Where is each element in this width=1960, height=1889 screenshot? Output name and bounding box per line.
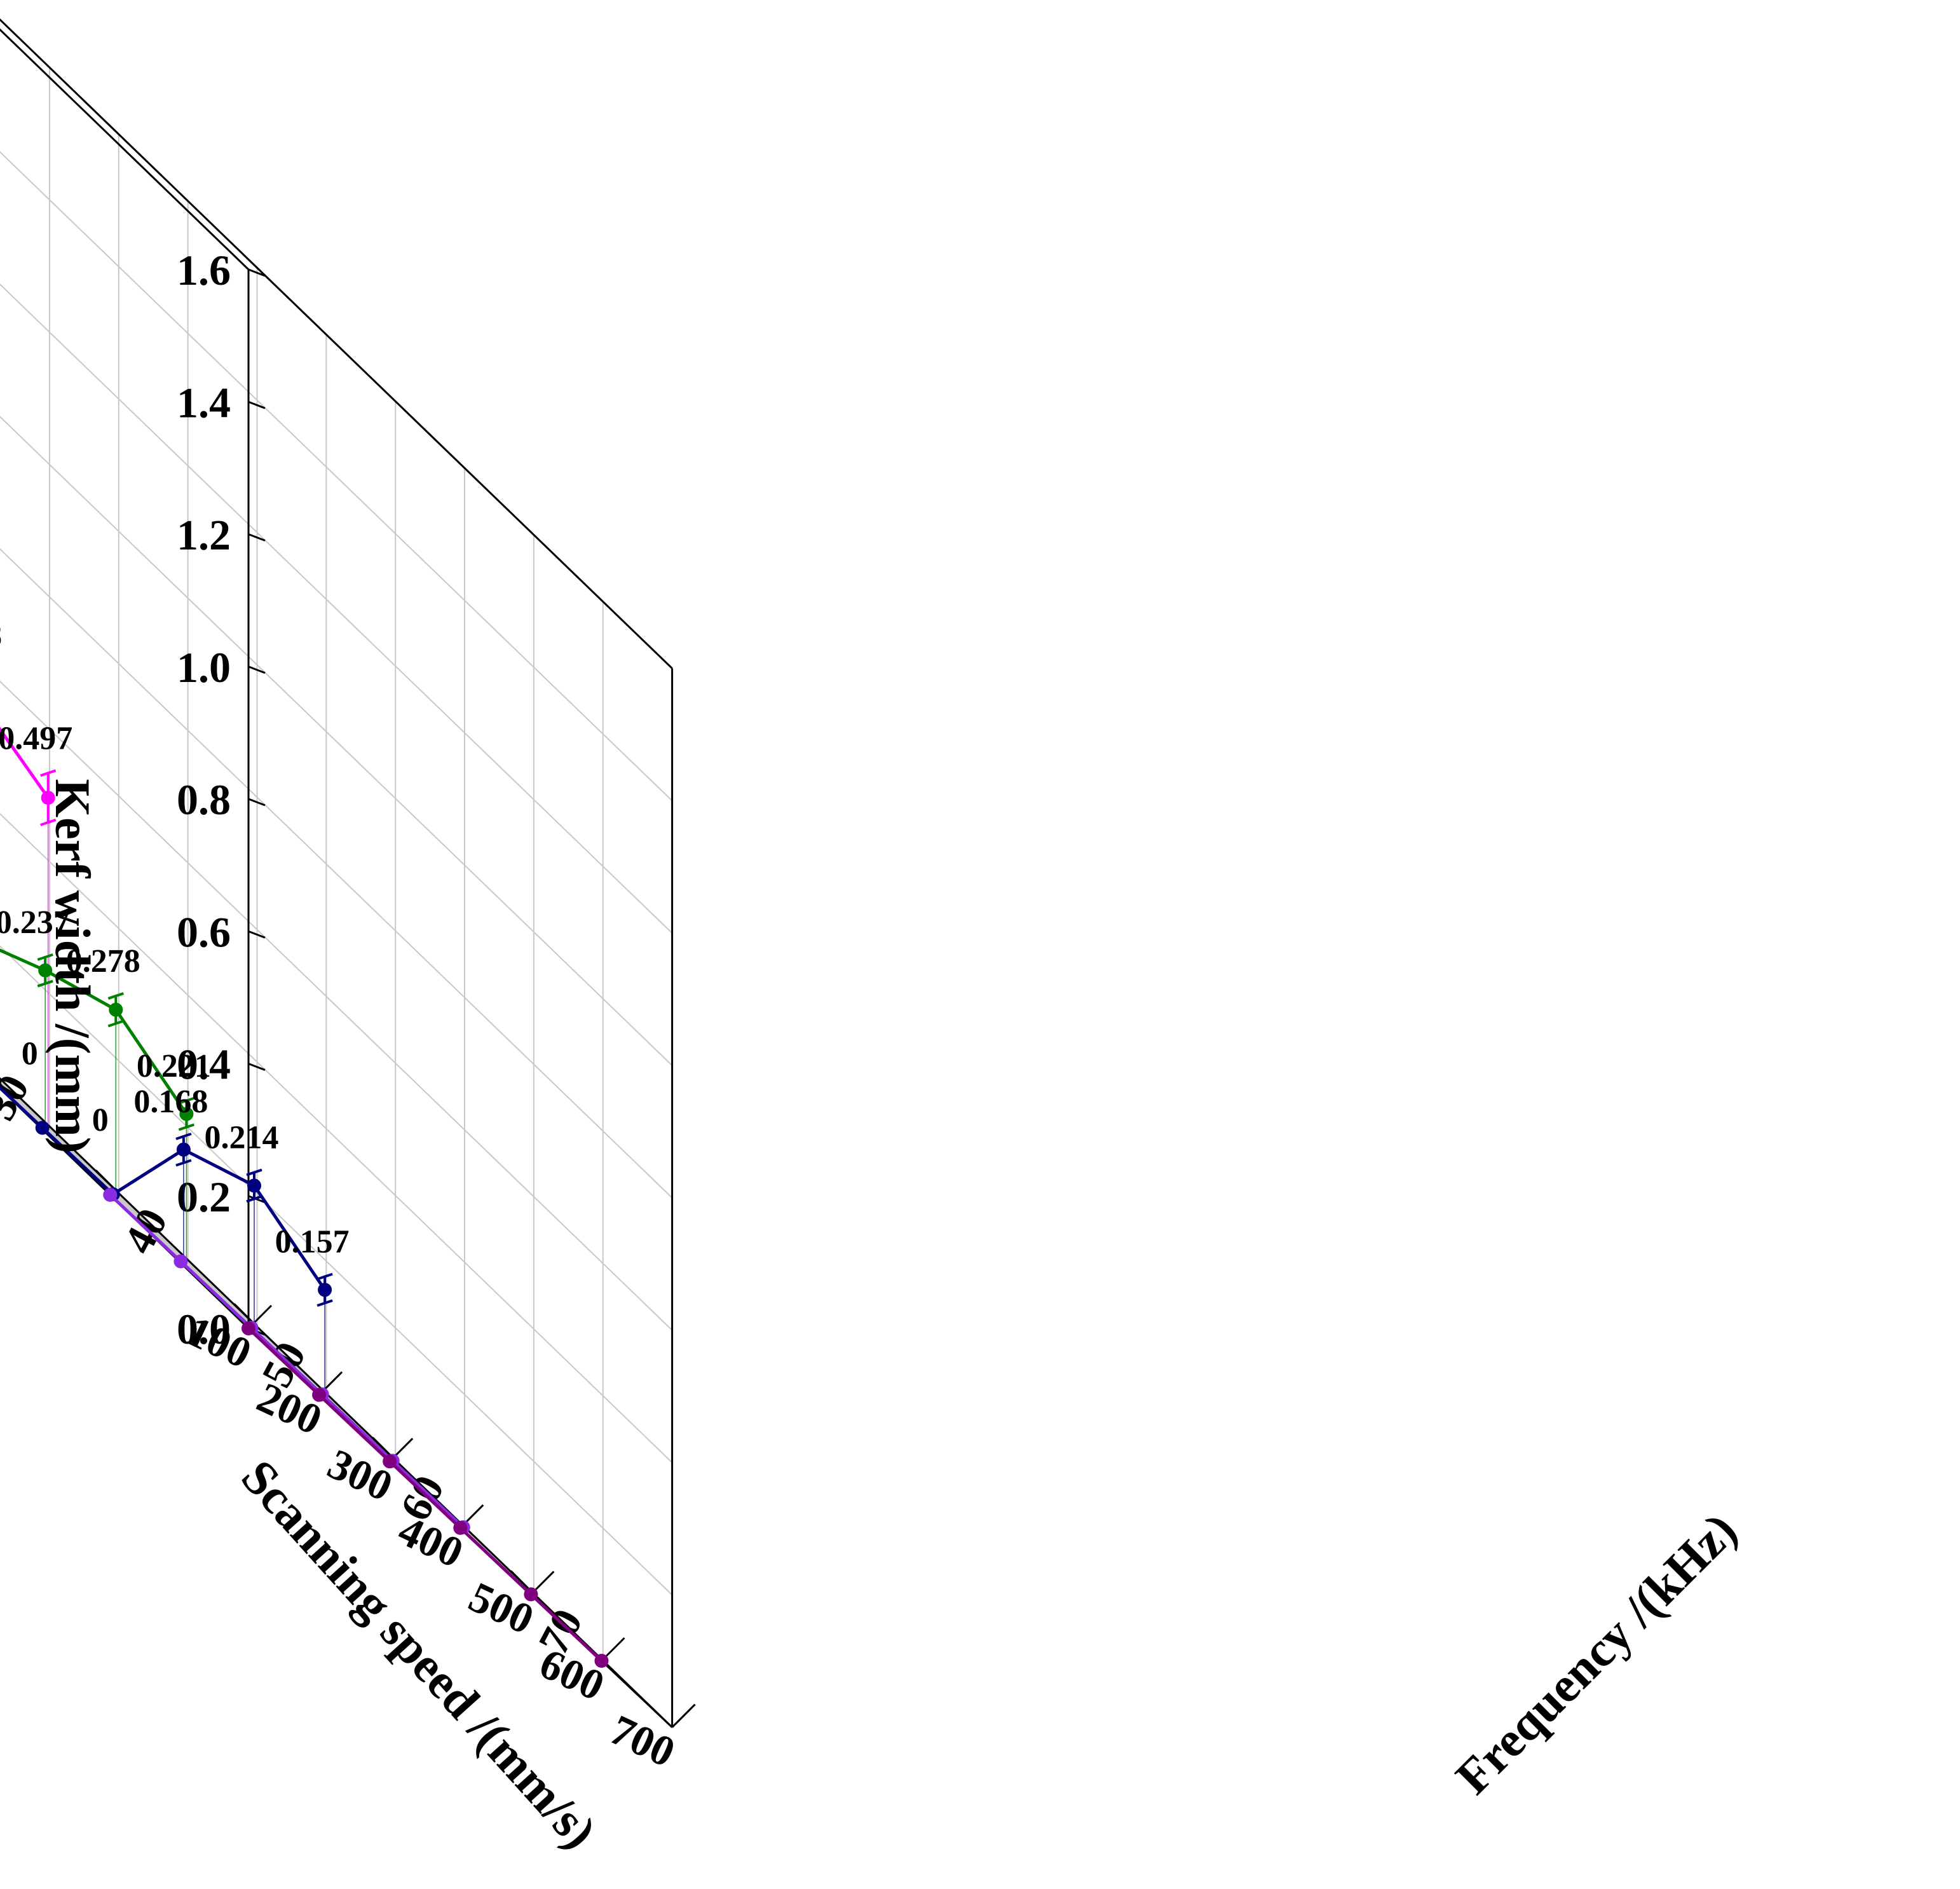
series-line bbox=[0, 1086, 327, 1291]
data-point bbox=[247, 1178, 261, 1193]
speed-tick-label: 300 bbox=[321, 1439, 400, 1510]
data-point bbox=[318, 1283, 332, 1297]
error-cap bbox=[107, 1020, 124, 1028]
error-cap bbox=[107, 992, 124, 1000]
error-cap bbox=[246, 1195, 262, 1203]
data-point bbox=[176, 1142, 191, 1157]
z-tick-label: 0.6 bbox=[177, 908, 231, 956]
z-tick-label: 0.2 bbox=[177, 1173, 231, 1221]
data-point bbox=[174, 1254, 188, 1269]
speed-tick-label: 700 bbox=[603, 1705, 683, 1776]
value-label: 0.497 bbox=[0, 720, 72, 756]
series-line bbox=[247, 1327, 603, 1662]
data-point bbox=[524, 1587, 538, 1602]
value-label: 0.168 bbox=[133, 1084, 208, 1120]
error-cap bbox=[316, 1272, 333, 1281]
grid-line bbox=[0, 680, 673, 1331]
data-point bbox=[453, 1520, 468, 1535]
z-tick-mark bbox=[248, 930, 266, 939]
grid-line bbox=[0, 18, 673, 669]
z-tick-mark bbox=[248, 400, 266, 409]
grid-line bbox=[0, 813, 673, 1463]
value-label: 0.214 bbox=[205, 1120, 279, 1156]
error-cap bbox=[175, 1132, 192, 1140]
z-tick-label: 0.0 bbox=[177, 1305, 231, 1353]
value-label: 0.237 bbox=[0, 904, 70, 941]
grid-line bbox=[0, 548, 673, 1199]
z-tick-mark bbox=[248, 268, 266, 277]
frame-edge bbox=[0, 28, 250, 271]
value-label: 0.548 bbox=[0, 618, 2, 654]
data-point bbox=[103, 1187, 118, 1202]
data-point bbox=[312, 1388, 327, 1402]
data-point bbox=[383, 1454, 397, 1469]
z-tick-label: 1.6 bbox=[177, 246, 231, 294]
data-point bbox=[41, 791, 55, 805]
grid-line bbox=[0, 151, 673, 801]
frequency-tick-label: 60 bbox=[390, 1468, 453, 1529]
data-point bbox=[38, 963, 53, 978]
z-tick-mark bbox=[248, 798, 266, 807]
error-cap bbox=[40, 819, 57, 826]
series-line bbox=[0, 948, 188, 1115]
z-tick-label: 0.4 bbox=[177, 1040, 231, 1089]
drop-lines bbox=[44, 798, 325, 1394]
data-point bbox=[179, 1107, 194, 1121]
z-axis-title: Kerf width /(mm) bbox=[45, 779, 100, 1153]
error-cap bbox=[175, 1159, 192, 1167]
series-line bbox=[109, 1194, 465, 1529]
error-cap bbox=[40, 769, 57, 777]
z-tick-mark bbox=[248, 1063, 266, 1071]
z-tick-mark bbox=[248, 533, 266, 542]
grid-line bbox=[0, 283, 673, 934]
frame-edge bbox=[0, 18, 673, 669]
value-labels: 0.8210.8750.9471.1761.2781.1970.7410.796… bbox=[0, 618, 350, 1260]
error-cap bbox=[178, 1096, 195, 1105]
error-cap bbox=[178, 1123, 195, 1131]
frequency-tick-label: 50 bbox=[252, 1334, 315, 1395]
error-cap bbox=[37, 953, 53, 961]
z-tick-label: 1.2 bbox=[177, 511, 231, 559]
data-point bbox=[594, 1654, 609, 1668]
error-cap bbox=[37, 979, 53, 988]
value-label: 0.221 bbox=[137, 1048, 211, 1084]
data-point bbox=[35, 1121, 50, 1135]
grid-line bbox=[0, 416, 673, 1067]
value-label: 0 bbox=[92, 1102, 109, 1138]
frequency-axis-title: Frequency /(kHz) bbox=[1445, 1502, 1747, 1804]
data-series bbox=[0, 726, 609, 1668]
z-tick-label: 0.8 bbox=[177, 775, 231, 824]
grid-line bbox=[0, 945, 673, 1596]
error-cap bbox=[316, 1299, 333, 1307]
speed-tick-label: 500 bbox=[462, 1572, 541, 1644]
speed-tick-mark bbox=[671, 1703, 696, 1728]
value-label: 0 bbox=[22, 1035, 38, 1072]
z-tick-label: 1.0 bbox=[177, 643, 231, 692]
value-label: 0.157 bbox=[275, 1224, 350, 1260]
error-cap bbox=[246, 1168, 262, 1176]
z-tick-mark bbox=[248, 665, 266, 674]
data-point bbox=[242, 1321, 255, 1335]
data-point bbox=[109, 1002, 123, 1017]
z-tick-label: 1.4 bbox=[177, 378, 231, 426]
value-label: 0.278 bbox=[66, 943, 140, 979]
frequency-tick-label: 40 bbox=[114, 1201, 177, 1262]
